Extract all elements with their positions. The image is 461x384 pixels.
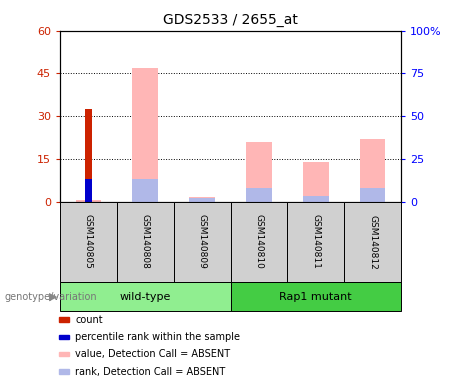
Text: GSM140808: GSM140808 <box>141 215 150 269</box>
Bar <box>76 200 101 202</box>
Bar <box>59 318 69 322</box>
Bar <box>60 282 230 311</box>
Bar <box>230 282 401 311</box>
Bar <box>59 335 69 339</box>
Bar <box>189 197 215 202</box>
Bar <box>303 197 329 202</box>
Bar <box>344 202 401 282</box>
Bar <box>246 142 272 202</box>
Bar <box>60 202 117 282</box>
Bar <box>85 179 92 202</box>
Text: GSM140810: GSM140810 <box>254 215 263 269</box>
Title: GDS2533 / 2655_at: GDS2533 / 2655_at <box>163 13 298 27</box>
Bar <box>360 139 385 202</box>
Text: value, Detection Call = ABSENT: value, Detection Call = ABSENT <box>75 349 230 359</box>
Text: wild-type: wild-type <box>119 291 171 302</box>
Bar <box>85 109 92 202</box>
Text: genotype/variation: genotype/variation <box>5 291 97 302</box>
Bar <box>246 188 272 202</box>
Bar <box>303 162 329 202</box>
Text: GSM140809: GSM140809 <box>198 215 207 269</box>
Text: GSM140811: GSM140811 <box>311 215 320 269</box>
Text: percentile rank within the sample: percentile rank within the sample <box>75 332 240 342</box>
Bar <box>59 352 69 356</box>
Text: Rap1 mutant: Rap1 mutant <box>279 291 352 302</box>
Bar <box>287 202 344 282</box>
Bar <box>59 369 69 374</box>
Bar <box>132 179 158 202</box>
Text: ▶: ▶ <box>49 291 58 302</box>
Bar <box>189 198 215 202</box>
Bar <box>174 202 230 282</box>
Text: rank, Detection Call = ABSENT: rank, Detection Call = ABSENT <box>75 366 225 377</box>
Bar <box>117 202 174 282</box>
Bar <box>132 68 158 202</box>
Text: count: count <box>75 314 103 325</box>
Bar <box>230 202 287 282</box>
Text: GSM140812: GSM140812 <box>368 215 377 269</box>
Text: GSM140805: GSM140805 <box>84 215 93 269</box>
Bar <box>360 188 385 202</box>
